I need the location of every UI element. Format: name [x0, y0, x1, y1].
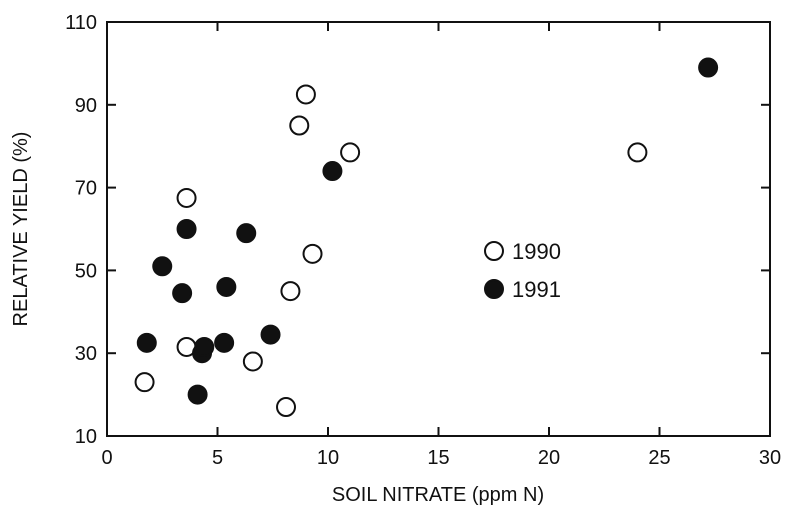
data-point-1991 — [176, 219, 197, 239]
data-point-1990 — [134, 372, 155, 393]
x-tick-label: 25 — [648, 447, 670, 469]
y-tick-label: 30 — [75, 343, 97, 365]
legend: 1990 1991 — [484, 239, 561, 302]
y-axis-title: RELATIVE YIELD (%) — [10, 132, 32, 327]
data-point-1990 — [276, 397, 297, 418]
legend-label-1990: 1990 — [512, 239, 561, 264]
data-point-1991 — [214, 332, 235, 353]
x-tick-label: 30 — [759, 447, 781, 469]
legend-marker-1990 — [484, 241, 504, 261]
data-point-1991 — [152, 256, 173, 277]
legend-marker-1991 — [484, 279, 504, 299]
data-point-1990 — [627, 142, 648, 163]
data-point-1991 — [216, 276, 237, 297]
y-tick-label: 70 — [75, 178, 97, 200]
x-tick-label: 5 — [212, 447, 223, 469]
data-point-1990 — [242, 351, 263, 372]
data-point-1991 — [260, 324, 281, 345]
data-point-1990 — [295, 84, 316, 105]
x-tick-label: 0 — [101, 447, 112, 469]
legend-label-1991: 1991 — [512, 277, 561, 302]
y-tick-label: 90 — [75, 95, 97, 117]
data-point-1990 — [280, 281, 301, 302]
data-point-1991 — [236, 223, 257, 244]
y-tick-label: 10 — [75, 426, 97, 448]
x-tick-label: 10 — [317, 447, 339, 469]
y-axis: 10 30 50 70 90 110 — [65, 12, 770, 448]
x-axis: 0 5 10 15 20 25 30 — [101, 22, 781, 469]
x-tick-label: 20 — [538, 447, 560, 469]
y-tick-label: 110 — [65, 12, 97, 34]
data-point-1991 — [187, 384, 208, 405]
y-tick-label: 50 — [75, 260, 97, 282]
data-point-1990 — [340, 142, 361, 163]
data-points — [134, 57, 719, 418]
x-tick-label: 15 — [427, 447, 449, 469]
data-point-1991 — [322, 161, 343, 182]
x-axis-title: SOIL NITRATE (ppm N) — [332, 484, 544, 506]
plot-frame — [106, 21, 771, 437]
data-point-1990 — [176, 187, 197, 208]
data-point-1991 — [194, 336, 215, 357]
data-point-1991 — [136, 332, 157, 353]
data-point-1991 — [172, 283, 193, 304]
data-point-1990 — [289, 115, 310, 136]
data-point-1990 — [302, 243, 323, 264]
data-point-1991 — [698, 57, 719, 78]
